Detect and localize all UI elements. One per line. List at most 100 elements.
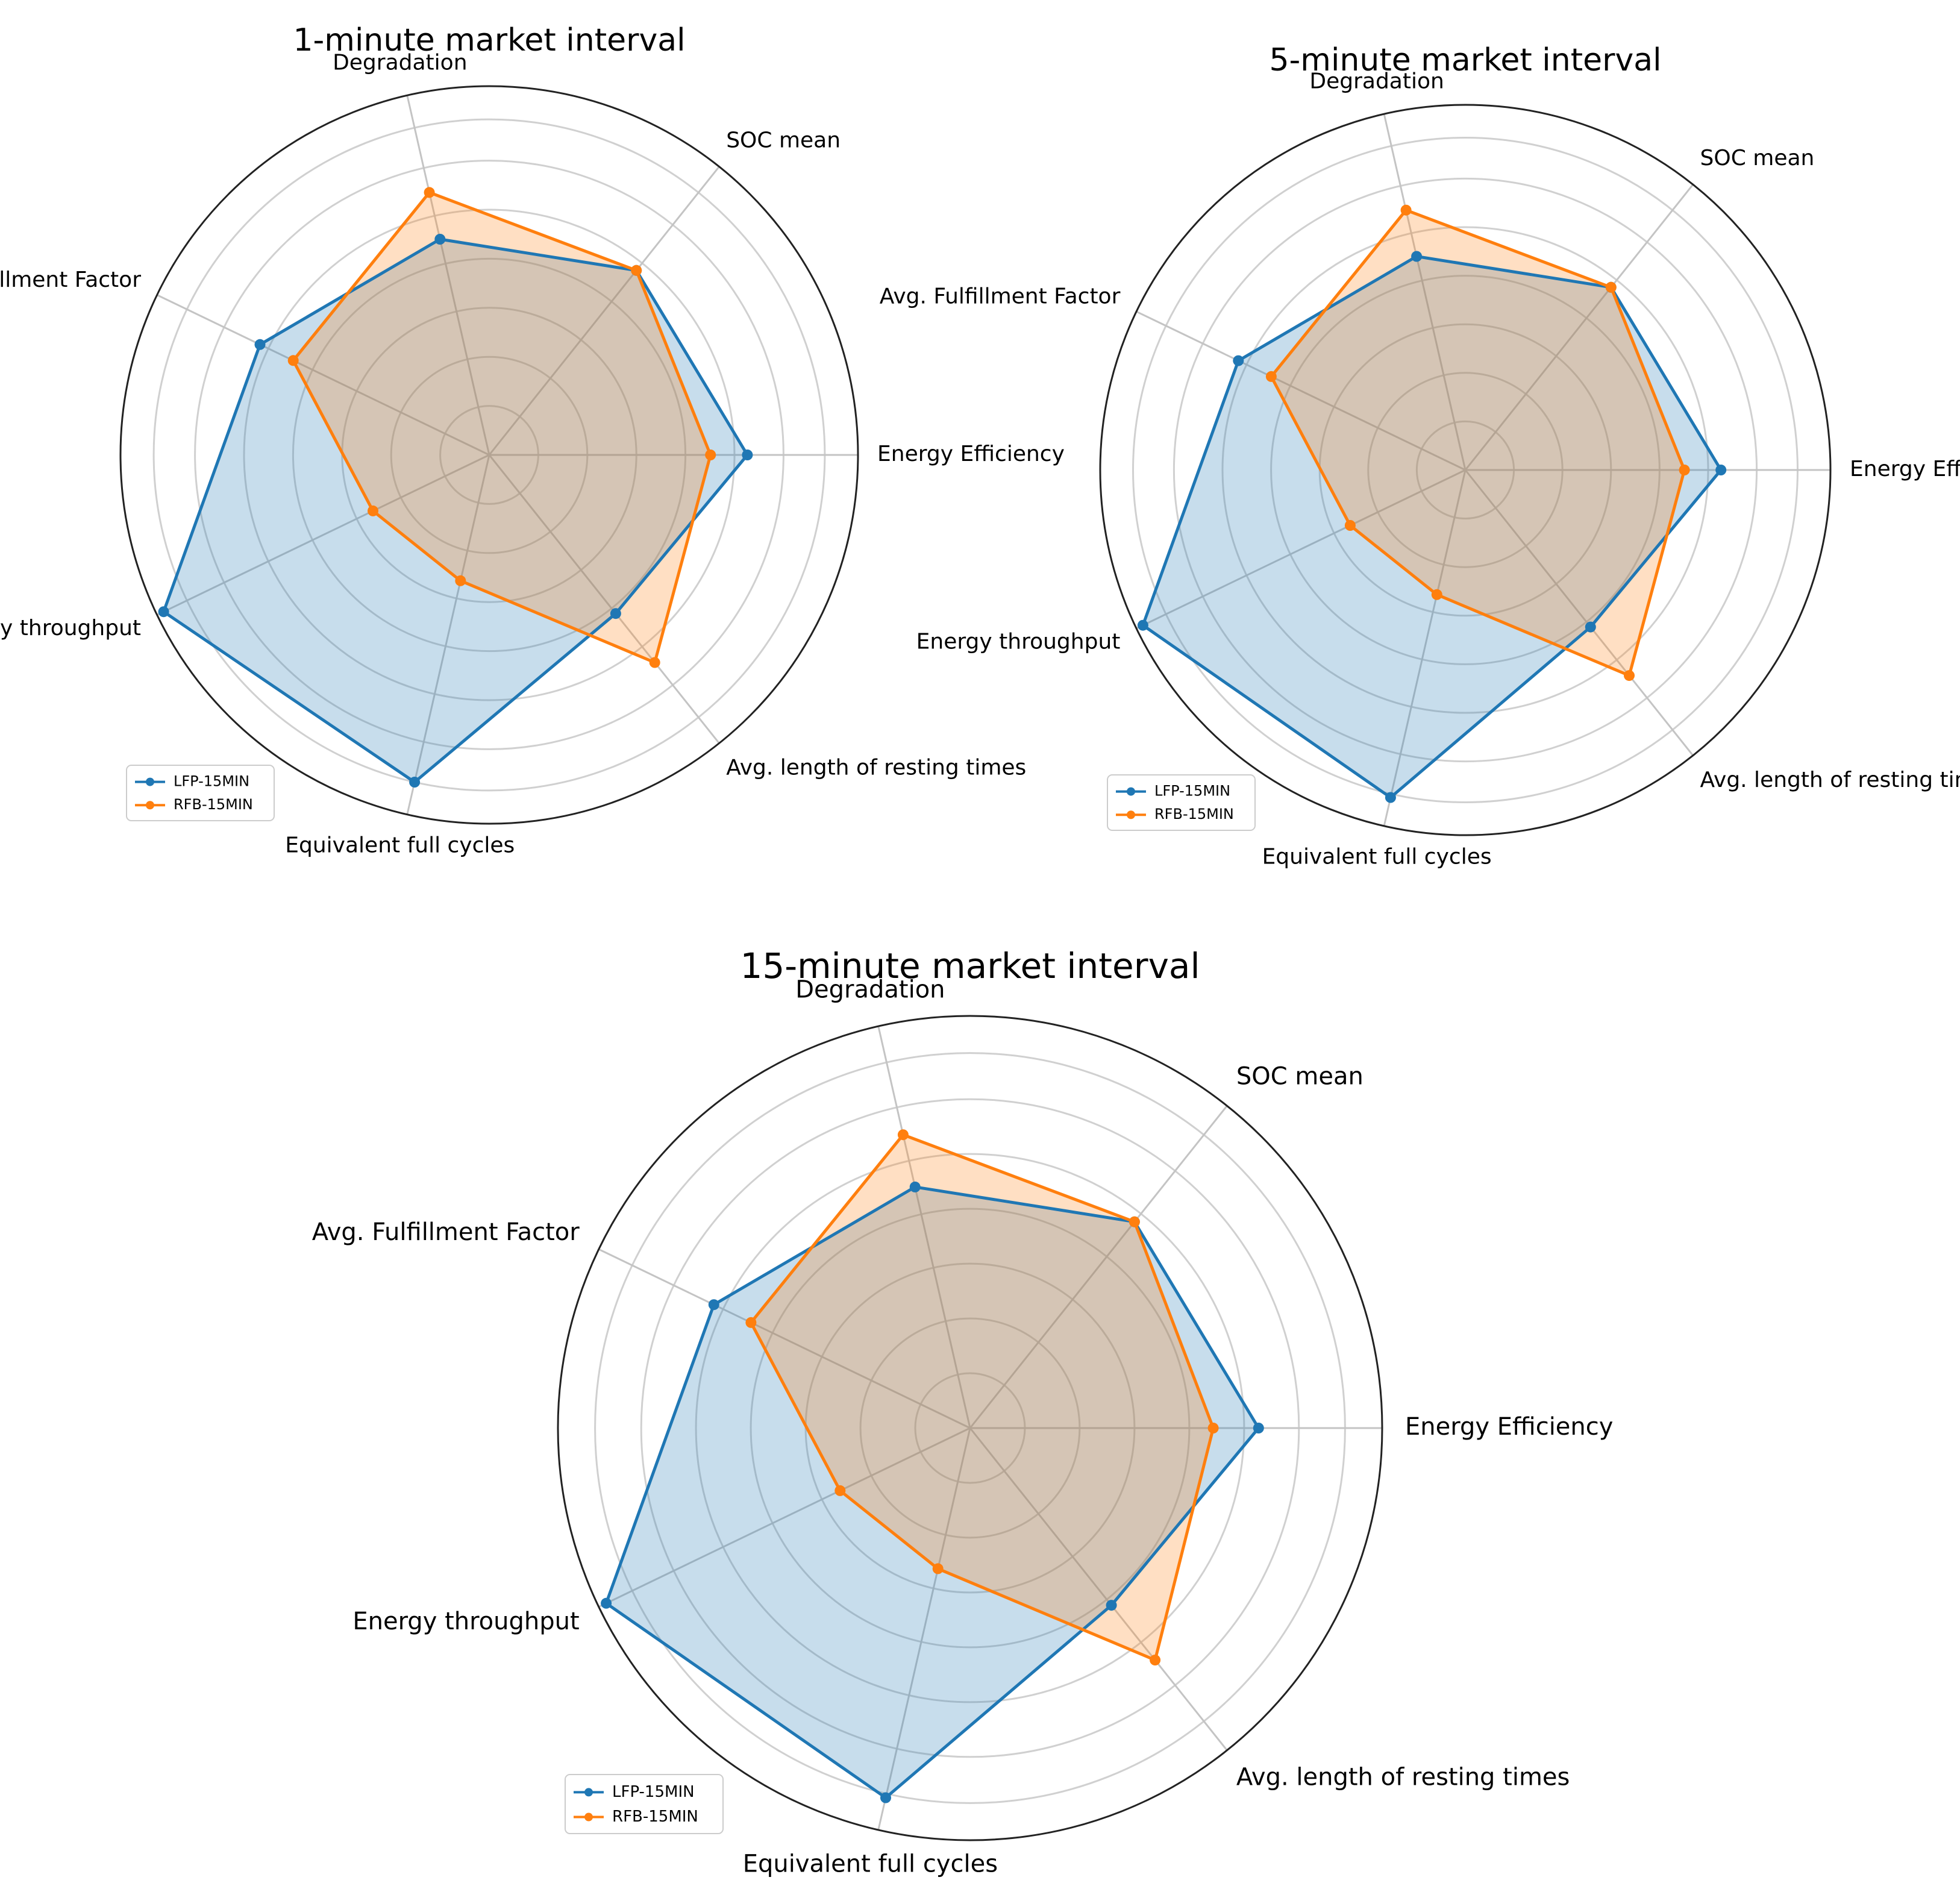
- polar-frame: [119, 85, 859, 825]
- axis-spoke-avg-fulfillment-factor: [598, 1248, 971, 1429]
- series-line-rfb-15min: [1270, 208, 1686, 677]
- data-point-lfp-15min-equivalent-full-cycles: [409, 777, 421, 788]
- legend: LFP-15MIN RFB-15MIN: [565, 1774, 724, 1834]
- series-line-lfp-15min: [162, 237, 749, 784]
- axis-spoke-avg-length-of-resting-times: [969, 1427, 1228, 1751]
- axis-spoke-degradation: [406, 95, 490, 456]
- data-point-rfb-15min-degradation: [424, 187, 435, 198]
- axis-spoke-avg-length-of-resting-times: [1464, 469, 1694, 756]
- series-area-lfp-15min: [606, 1186, 1259, 1798]
- series-area-rfb-15min: [293, 192, 711, 663]
- axis-label-soc-mean: SOC mean: [1700, 146, 1815, 171]
- data-point-lfp-15min-energy-efficiency: [1715, 465, 1727, 475]
- series-area-rfb-15min: [751, 1135, 1213, 1660]
- radar-chart-2: 5-minute market interval Energy Efficienc…: [880, 42, 1960, 869]
- axis-label-equivalent-full-cycles: Equivalent full cycles: [1262, 845, 1492, 869]
- radar-chart-3: 15-minute market interval Energy Efficien…: [312, 945, 1614, 1878]
- axis-label-degradation: Degradation: [795, 976, 945, 1004]
- data-point-lfp-15min-energy-throughput: [601, 1597, 612, 1609]
- data-point-lfp-15min-energy-efficiency: [1253, 1423, 1264, 1433]
- chart-title: 15-minute market interval: [740, 945, 1200, 986]
- axis-spoke-avg-length-of-resting-times: [488, 454, 720, 744]
- data-point-rfb-15min-energy-efficiency: [1679, 465, 1690, 475]
- axis-label-avg-fulfillment-factor: Avg. Fulfillment Factor: [0, 268, 141, 292]
- axis-label-avg-length-of-resting-times: Avg. length of resting times: [726, 756, 1026, 780]
- series-area-rfb-15min: [1271, 210, 1685, 676]
- series-area-lfp-15min: [1142, 256, 1721, 798]
- axis-label-degradation: Degradation: [333, 51, 467, 75]
- axis-label-avg-fulfillment-factor: Avg. Fulfillment Factor: [312, 1218, 580, 1246]
- legend-label-lfp-15min: LFP-15MIN: [174, 773, 249, 790]
- axis-spoke-energy-throughput: [598, 1427, 971, 1608]
- data-point-rfb-15min-avg-fulfillment-factor: [745, 1317, 757, 1328]
- data-point-rfb-15min-degradation: [1400, 204, 1412, 216]
- data-point-rfb-15min-soc-mean: [1605, 281, 1617, 293]
- legend-label-rfb-15min: RFB-15MIN: [174, 796, 253, 813]
- data-point-lfp-15min-avg-length-of-resting-times: [1585, 621, 1596, 633]
- series-line-rfb-15min: [749, 1133, 1215, 1662]
- axis-label-avg-fulfillment-factor: Avg. Fulfillment Factor: [880, 284, 1121, 309]
- axis-spoke-equivalent-full-cycles: [877, 1427, 971, 1831]
- legend-marker-rfb-15min: [146, 801, 154, 810]
- data-point-lfp-15min-avg-length-of-resting-times: [610, 608, 621, 619]
- axis-label-energy-throughput: Energy throughput: [0, 616, 141, 641]
- chart-title: 1-minute market interval: [293, 22, 685, 58]
- axis-spoke-soc-mean: [969, 1105, 1228, 1429]
- data-point-lfp-15min-avg-length-of-resting-times: [1106, 1600, 1117, 1611]
- axis-label-energy-efficiency: Energy Efficiency: [1405, 1413, 1613, 1441]
- legend-label-rfb-15min: RFB-15MIN: [612, 1808, 698, 1826]
- series-area-lfp-15min: [163, 239, 748, 782]
- axis-spoke-degradation: [1383, 113, 1467, 471]
- axis-label-avg-length-of-resting-times: Avg. length of resting times: [1700, 768, 1960, 792]
- data-point-rfb-15min-energy-efficiency: [1207, 1423, 1219, 1433]
- axis-label-energy-throughput: Energy throughput: [352, 1608, 579, 1635]
- series-line-lfp-15min: [1141, 255, 1723, 799]
- axis-spoke-energy-throughput: [156, 454, 490, 616]
- data-point-lfp-15min-equivalent-full-cycles: [880, 1792, 891, 1803]
- data-point-lfp-15min-avg-fulfillment-factor: [1233, 355, 1244, 366]
- data-point-rfb-15min-avg-fulfillment-factor: [287, 355, 299, 366]
- data-point-lfp-15min-energy-throughput: [158, 606, 169, 618]
- legend-box: [126, 765, 275, 821]
- data-point-rfb-15min-equivalent-full-cycles: [932, 1563, 944, 1574]
- data-point-rfb-15min-degradation: [897, 1129, 909, 1141]
- axis-spoke-degradation: [877, 1026, 971, 1429]
- axis-label-energy-efficiency: Energy Efficiency: [877, 442, 1065, 466]
- data-point-lfp-15min-energy-efficiency: [742, 450, 753, 460]
- axis-label-soc-mean: SOC mean: [726, 128, 841, 152]
- data-point-rfb-15min-soc-mean: [631, 265, 642, 276]
- chart-title: 5-minute market interval: [1269, 42, 1661, 78]
- data-point-rfb-15min-avg-length-of-resting-times: [1150, 1655, 1161, 1665]
- data-point-rfb-15min-avg-fulfillment-factor: [1265, 371, 1277, 382]
- data-point-rfb-15min-soc-mean: [1129, 1216, 1140, 1227]
- data-point-lfp-15min-avg-fulfillment-factor: [708, 1299, 719, 1311]
- legend-marker-rfb-15min: [1127, 810, 1135, 819]
- axis-label-energy-throughput: Energy throughput: [916, 629, 1121, 654]
- legend-box: [565, 1774, 724, 1834]
- legend-label-lfp-15min: LFP-15MIN: [1154, 783, 1230, 800]
- legend-label-lfp-15min: LFP-15MIN: [612, 1783, 695, 1801]
- polar-frame: [1099, 104, 1832, 836]
- axis-label-avg-length-of-resting-times: Avg. length of resting times: [1236, 1764, 1570, 1791]
- data-point-lfp-15min-energy-throughput: [1137, 619, 1148, 631]
- axis-spoke-avg-fulfillment-factor: [1136, 310, 1466, 471]
- axis-label-degradation: Degradation: [1309, 69, 1444, 94]
- legend-marker-lfp-15min: [584, 1788, 593, 1797]
- legend-marker-lfp-15min: [146, 777, 154, 786]
- axis-label-energy-efficiency: Energy Efficiency: [1850, 457, 1960, 481]
- axis-spoke-soc-mean: [488, 166, 720, 456]
- legend: LFP-15MIN RFB-15MIN: [126, 765, 275, 821]
- legend: LFP-15MIN RFB-15MIN: [1107, 774, 1256, 831]
- axis-label-soc-mean: SOC mean: [1236, 1062, 1364, 1090]
- axis-spoke-avg-fulfillment-factor: [156, 294, 490, 456]
- legend-label-rfb-15min: RFB-15MIN: [1154, 806, 1234, 822]
- axis-spoke-soc-mean: [1464, 184, 1694, 471]
- legend-box: [1107, 774, 1256, 831]
- data-point-lfp-15min-degradation: [434, 234, 446, 245]
- legend-marker-lfp-15min: [1127, 787, 1135, 796]
- data-point-rfb-15min-energy-throughput: [834, 1485, 846, 1496]
- axis-label-equivalent-full-cycles: Equivalent full cycles: [285, 833, 515, 857]
- axis-spoke-energy-throughput: [1136, 469, 1466, 630]
- series-line-lfp-15min: [604, 1185, 1260, 1799]
- data-point-rfb-15min-avg-length-of-resting-times: [1624, 670, 1635, 681]
